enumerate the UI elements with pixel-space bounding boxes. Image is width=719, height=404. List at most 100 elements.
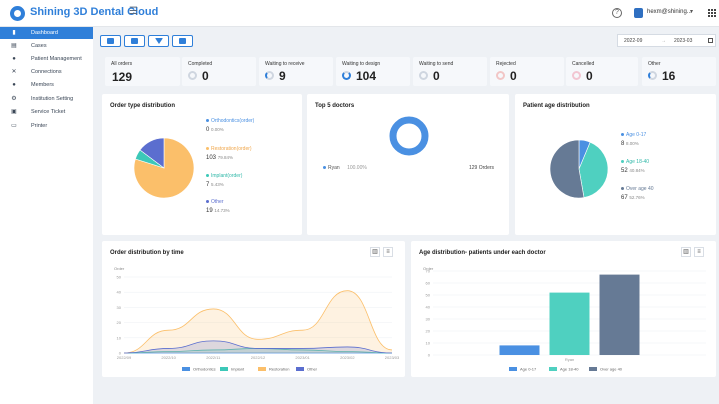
scan-order-button[interactable] (124, 35, 145, 47)
ticket-icon: ▣ (11, 109, 17, 115)
connections-icon: ✕ (11, 69, 17, 75)
stat-value: 0 (510, 69, 517, 83)
legend-swatch[interactable] (509, 367, 517, 371)
bar-over-age-40[interactable] (599, 274, 640, 355)
legend-orthodontics[interactable]: Orthodontics(order) 0 0.00% (206, 118, 254, 133)
stat-rejected[interactable]: Rejected 0 (490, 57, 564, 86)
x-tick-label: 2022/10 (161, 355, 176, 360)
x-tick-label: 2022/12 (251, 355, 266, 360)
legend-swatch-implant[interactable] (220, 367, 228, 371)
stat-waiting-to-receive[interactable]: Waiting to receive 9 (259, 57, 333, 86)
donut-slice-ryan (389, 116, 429, 156)
x-tick-label: 2023/01 (295, 355, 310, 360)
list-view-icon[interactable]: ≡ (694, 247, 704, 257)
sidebar-item-cases[interactable]: ▤ Cases (0, 40, 93, 52)
apps-grid-icon[interactable] (708, 9, 717, 18)
stat-other[interactable]: Other 16 (642, 57, 716, 86)
sidebar-item-dashboard[interactable]: ▮ Dashboard (0, 27, 93, 39)
sidebar-item-printer[interactable]: ▭ Printer (0, 120, 93, 132)
area-fill-restoration (124, 290, 392, 353)
menu-toggle-icon[interactable]: ☰ (129, 6, 138, 17)
pie-slice-restoration[interactable] (133, 137, 195, 199)
sidebar-item-institution-setting[interactable]: ⚙ Institution Setting (0, 93, 93, 105)
sidebar-item-connections[interactable]: ✕ Connections (0, 66, 93, 78)
legend-dot (323, 166, 326, 169)
y-tick-label: 50 (117, 275, 122, 280)
date-from: 2022-09 (624, 38, 643, 44)
list-view-icon[interactable]: ≡ (383, 247, 393, 257)
stat-label: All orders (111, 61, 133, 67)
y-tick-label: 0 (428, 353, 431, 358)
legend-dot (206, 119, 209, 122)
pie-slice-age-18-40[interactable] (578, 141, 609, 198)
legend-percent: 79.84% (217, 155, 233, 160)
sidebar-item-label: Institution Setting (31, 96, 74, 102)
pie-slice-other[interactable] (139, 137, 165, 169)
stat-waiting-to-send[interactable]: Waiting to send 0 (413, 57, 487, 86)
pie-slice-over-age-40[interactable] (549, 139, 585, 199)
sidebar-item-patient-management[interactable]: ● Patient Management (0, 53, 93, 65)
bar-chart-icon[interactable]: ▥ (681, 247, 691, 257)
legend-label: Age 0-17 (626, 132, 647, 138)
user-name[interactable]: hexm@shining... (647, 9, 692, 15)
date-range-picker[interactable]: 2022-09 → 2023-03 (617, 34, 716, 47)
legend-swatch-orthodontics[interactable] (182, 367, 190, 371)
bar-age-18-40[interactable] (549, 292, 590, 355)
legend-swatch[interactable] (549, 367, 557, 371)
top-doctors-card: Top 5 doctors Ryan 100.00% 129 Orders (307, 94, 509, 235)
date-separator: → (661, 38, 666, 44)
series-line-other[interactable] (123, 340, 393, 354)
stat-value: 0 (586, 69, 593, 83)
institution-icon[interactable] (634, 8, 643, 18)
legend-count: 52 (621, 168, 628, 174)
legend-swatch-restoration[interactable] (258, 367, 266, 371)
legend-implant[interactable]: Implant(order) 7 5.43% (206, 173, 242, 188)
stat-all-orders[interactable]: All orders 129 (105, 57, 180, 86)
sidebar-item-label: Cases (31, 43, 47, 49)
sidebar-item-members[interactable]: ● Members (0, 79, 93, 91)
bar-age-0-17[interactable] (499, 345, 540, 355)
sidebar-item-label: Members (31, 82, 54, 88)
chart-view-switch: ▥ ≡ (681, 247, 707, 257)
series-line-restoration[interactable] (123, 290, 393, 354)
legend-age-0-17[interactable]: Age 0-17 8 8.00% (621, 132, 646, 147)
doctor-row[interactable]: Ryan 100.00% (323, 165, 367, 171)
legend-dot (621, 160, 624, 163)
order-time-area-chart: Order 0 10 20 30 40 50 2022/09 2022/10 2022/11 202… (114, 266, 400, 372)
legend-restoration[interactable]: Restoration(order) 103 79.84% (206, 146, 252, 161)
card-title: Order type distribution (110, 103, 176, 109)
legend-swatch-other[interactable] (296, 367, 304, 371)
sidebar-item-label: Connections (31, 69, 62, 75)
legend-count: 67 (621, 195, 628, 201)
legend-age-18-40[interactable]: Age 18-40 52 40.84% (621, 159, 649, 174)
app-title: Shining 3D Dental Cloud (30, 6, 159, 18)
x-tick-label: 2022/11 (206, 355, 221, 360)
sidebar-item-service-ticket[interactable]: ▣ Service Ticket (0, 106, 93, 118)
x-tick-label: 2023/03 (385, 355, 400, 360)
design-order-button[interactable] (148, 35, 169, 47)
age-pie-chart (549, 139, 609, 199)
help-icon[interactable]: ? (612, 8, 622, 18)
order-time-card: Order distribution by time ▥ ≡ Order 0 10 2… (102, 241, 405, 377)
stat-value: 16 (662, 69, 676, 83)
legend-percent: 5.43% (211, 182, 224, 187)
progress-ring-icon (419, 71, 428, 80)
progress-ring-icon (648, 71, 657, 80)
stat-waiting-to-design[interactable]: Waiting to design 104 (336, 57, 410, 86)
stat-completed[interactable]: Completed 0 (182, 57, 256, 86)
legend-dot (621, 187, 624, 190)
age-distribution-card: Patient age distribution Age 0-17 8 8.00… (515, 94, 716, 235)
legend-swatch[interactable] (589, 367, 597, 371)
chevron-down-icon[interactable]: ▾ (690, 9, 694, 15)
stat-cancelled[interactable]: Cancelled 0 (566, 57, 638, 86)
legend-over-age-40[interactable]: Over age 40 67 52.76% (621, 186, 654, 201)
tooth-implant-icon (179, 38, 186, 44)
implant-order-button[interactable] (172, 35, 193, 47)
legend-other[interactable]: Other 19 14.73% (206, 199, 230, 214)
new-order-button[interactable] (100, 35, 121, 47)
legend-count: 8 (621, 141, 625, 147)
y-tick-label: 30 (117, 305, 122, 310)
bar-chart-icon[interactable]: ▥ (370, 247, 380, 257)
tooth-design-icon (155, 38, 163, 44)
legend-label: Age 18-40 (626, 159, 650, 165)
